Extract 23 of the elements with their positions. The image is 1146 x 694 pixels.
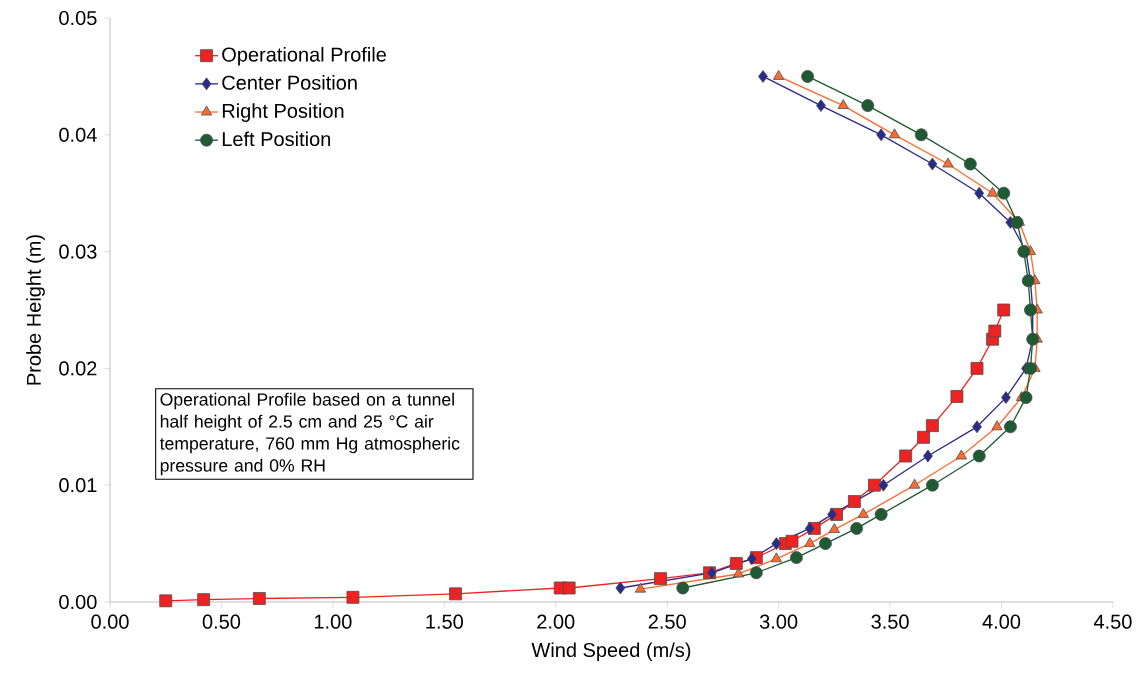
legend-label: Operational Profile: [222, 46, 386, 66]
x-tick-label: 3.50: [871, 614, 909, 629]
x-tick-label: 4.50: [1093, 614, 1132, 629]
x-tick-label: 1.00: [314, 614, 352, 629]
legend-label: Center Position: [222, 75, 357, 90]
y-tick-label: 0.01: [59, 478, 97, 493]
x-tick-label: 4.00: [982, 614, 1021, 629]
x-tick-label: 0.00: [91, 614, 129, 629]
y-tick-label: 0.02: [59, 361, 97, 376]
legend-label: Left Position: [222, 131, 331, 147]
x-axis-title: Wind Speed (m/s): [531, 642, 691, 662]
x-tick-label: 3.00: [759, 614, 798, 629]
x-tick-label: 1.50: [426, 614, 463, 629]
y-axis-title: Probe Height (m): [26, 235, 45, 385]
x-tick-label: 2.50: [648, 614, 686, 629]
y-tick-label: 0.05: [59, 10, 97, 26]
legend-label: Right Position: [222, 103, 344, 122]
y-tick-label: 0.03: [59, 244, 97, 259]
x-tick-label: 2.00: [537, 614, 575, 629]
annotation: Operational Profile based on a tunnel half height of 2.5 cm and 25 °C air temperature, 760 mm Hg atmospheric pressure and 0% RH: [159, 392, 460, 476]
y-tick-label: 0.04: [59, 127, 97, 142]
y-tick-label: 0.00: [59, 594, 97, 610]
x-tick-label: 0.50: [202, 614, 241, 629]
